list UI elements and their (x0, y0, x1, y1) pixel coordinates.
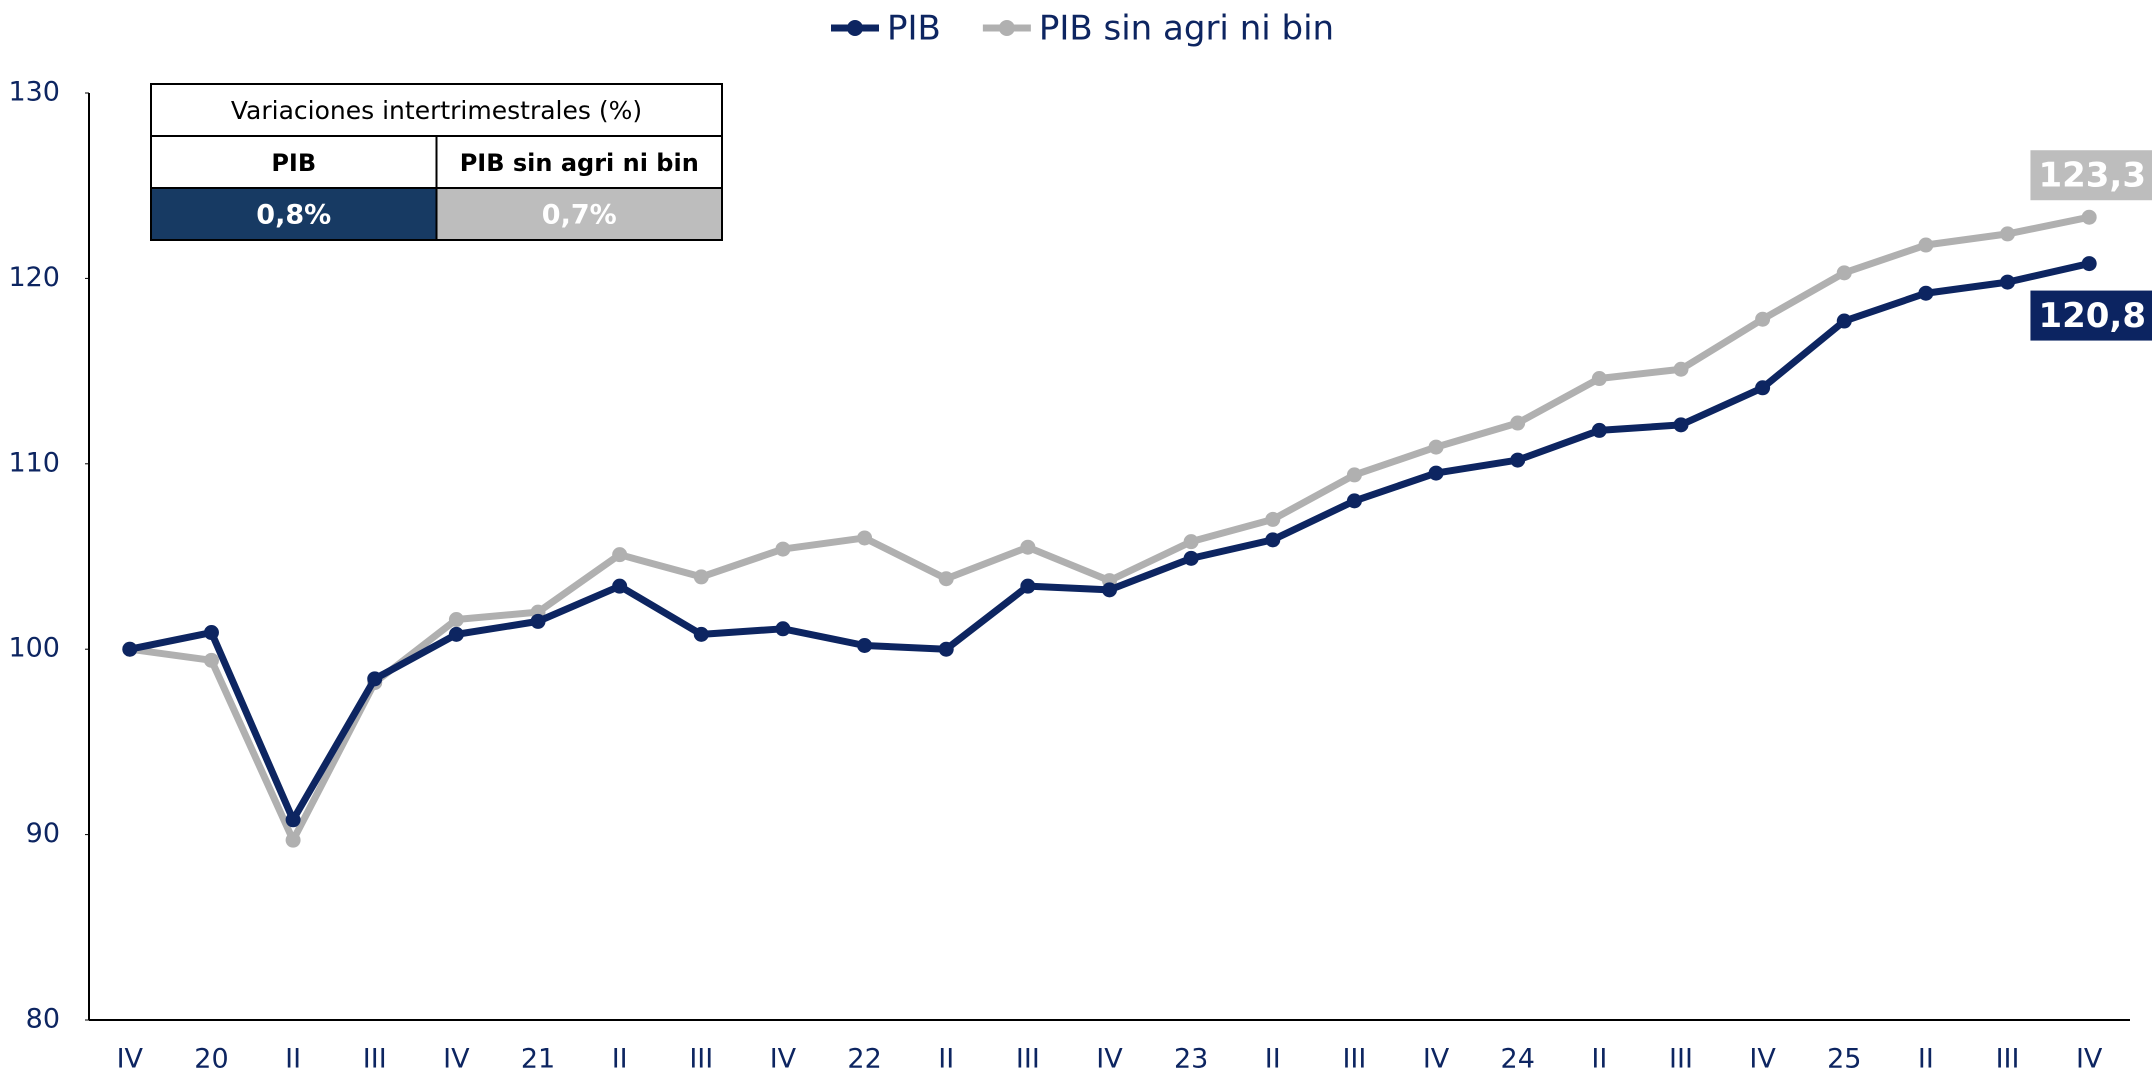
x-tick-label: III (1016, 1044, 1040, 1075)
x-tick-label: III (1996, 1044, 2020, 1075)
x-tick-label: III (689, 1044, 713, 1075)
value-label: 120,8 (2038, 296, 2146, 336)
table-title: Variaciones intertrimestrales (%) (231, 96, 642, 125)
table-title-cell (150, 83, 723, 137)
x-tick-label: III (363, 1044, 387, 1075)
data-point (1510, 415, 1526, 431)
x-tick-label: IV (443, 1044, 470, 1075)
data-point (938, 641, 954, 657)
y-tick-label: 120 (8, 262, 60, 293)
x-tick-label: III (1669, 1044, 1693, 1075)
y-tick-label: 100 (8, 633, 60, 664)
x-tick-label: II (612, 1044, 628, 1075)
x-tick-label: IV (2076, 1044, 2103, 1075)
x-tick-label: 23 (1174, 1044, 1208, 1075)
data-point (1510, 452, 1526, 468)
value-label-box (2030, 290, 2152, 341)
data-point (2081, 209, 2097, 225)
data-point (2000, 274, 2016, 290)
data-point (1836, 313, 1852, 329)
data-point (1183, 534, 1199, 550)
x-tick-label: IV (1749, 1044, 1776, 1075)
y-tick-label: 90 (26, 818, 60, 849)
data-point (1591, 422, 1607, 438)
data-point (1836, 265, 1852, 281)
legend-label: PIB sin agri ni bin (1039, 9, 1334, 49)
data-point (775, 541, 791, 557)
value-label-box (2030, 150, 2152, 201)
data-point (448, 626, 464, 642)
x-tick-label: II (285, 1044, 301, 1075)
data-point (285, 812, 301, 828)
data-point (1428, 465, 1444, 481)
y-tick-label: 80 (26, 1004, 60, 1035)
data-point (1428, 439, 1444, 455)
legend-marker (998, 20, 1015, 36)
data-point (1918, 285, 1934, 301)
data-point (1265, 532, 1281, 548)
x-tick-label: II (1918, 1044, 1934, 1075)
data-point (1020, 539, 1036, 555)
table-cell (150, 187, 438, 241)
data-point (1918, 237, 1934, 253)
data-point (693, 569, 709, 585)
data-point (612, 547, 628, 563)
data-point (938, 571, 954, 587)
data-point (612, 578, 628, 594)
x-tick-label: IV (1423, 1044, 1450, 1075)
data-point (367, 671, 383, 687)
x-tick-label: II (1591, 1044, 1607, 1075)
x-tick-label: 21 (521, 1044, 555, 1075)
table-header: PIB sin agri ni bin (460, 149, 699, 177)
x-tick-label: III (1342, 1044, 1366, 1075)
data-point (530, 613, 546, 629)
data-point (203, 652, 219, 668)
series-line (129, 260, 2090, 824)
table-header-cell (435, 135, 723, 189)
data-point (2000, 226, 2016, 242)
x-tick-label: IV (117, 1044, 144, 1075)
data-point (1020, 578, 1036, 594)
data-point (1673, 361, 1689, 377)
table-value: 0,7% (542, 200, 617, 231)
data-point (1755, 380, 1771, 396)
x-tick-label: IV (1096, 1044, 1123, 1075)
data-point (448, 612, 464, 628)
x-tick-label: IV (770, 1044, 797, 1075)
legend-marker (847, 20, 863, 36)
x-tick-label: II (1265, 1044, 1281, 1075)
value-label: 123,3 (2038, 156, 2146, 196)
table-value: 0,8% (256, 200, 331, 231)
data-point (1346, 467, 1362, 483)
y-tick-label: 130 (8, 77, 60, 108)
data-point (203, 625, 219, 641)
x-tick-label: 20 (194, 1044, 228, 1075)
data-point (1673, 417, 1689, 433)
x-tick-label: 24 (1501, 1044, 1535, 1075)
y-tick-label: 110 (8, 447, 60, 478)
data-point (857, 530, 873, 546)
x-tick-label: 22 (847, 1044, 881, 1075)
x-tick-label: II (938, 1044, 954, 1075)
data-point (1591, 371, 1607, 387)
legend-label: PIB (887, 9, 941, 49)
data-point (693, 626, 709, 642)
data-point (1346, 493, 1362, 509)
data-point (1102, 582, 1117, 598)
data-point (2081, 256, 2097, 272)
data-point (775, 621, 791, 637)
data-point (122, 641, 138, 657)
table-header: PIB (271, 149, 316, 177)
data-point (1755, 311, 1771, 327)
data-point (857, 637, 873, 653)
data-point (1265, 511, 1281, 527)
x-tick-label: 25 (1827, 1044, 1861, 1075)
table-cell (435, 187, 723, 241)
series-line (129, 213, 2090, 844)
data-point (285, 832, 301, 848)
data-point (1183, 550, 1199, 566)
